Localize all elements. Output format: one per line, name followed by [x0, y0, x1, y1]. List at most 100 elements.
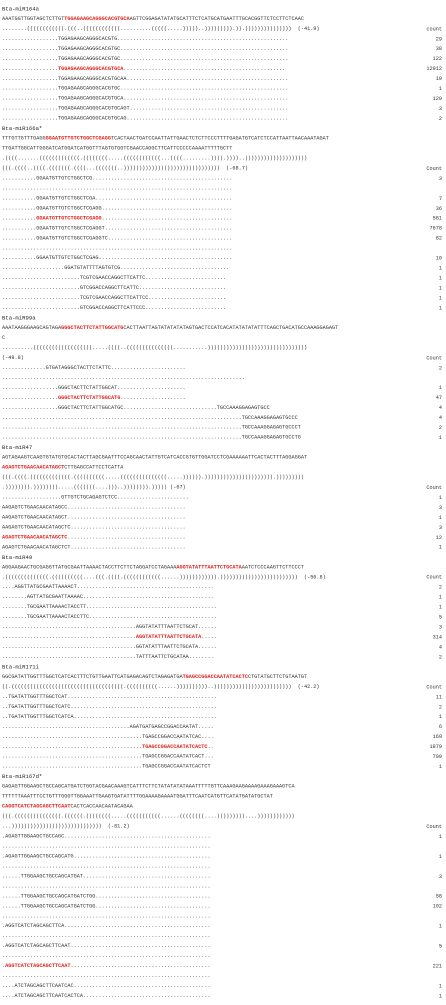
read-count: 58 [436, 894, 442, 900]
sequence-line: ..TGATATTGGTTTGGCTCATC..................… [2, 704, 217, 710]
sequence-part: ..... [201, 634, 217, 640]
sequence-part: ........................................… [2, 744, 142, 750]
sequence-part: ........................................… [2, 914, 211, 920]
mature-sequence: AGAGTCTGAACAACATAGCT [2, 465, 64, 471]
sequence-line: ........................................… [2, 914, 211, 920]
read-count: 314 [433, 634, 442, 640]
sequence-part: AAGAGTCTGAACAACATAGCTC..................… [2, 525, 186, 531]
sequence-line: ...))))))))))))))))))))))))))))) (-81.2) [2, 824, 130, 830]
sequence-part: ........................................… [2, 435, 301, 441]
mirna-name: Bta-miR49 [2, 554, 32, 561]
sequence-part: .. [207, 744, 213, 750]
sequence-part: ........................................… [2, 634, 136, 640]
sequence-line: ........................................… [2, 734, 214, 740]
sequence-line: ........................................… [2, 634, 217, 640]
sequence-line: ........................................… [2, 864, 211, 870]
read-count: 3 [439, 625, 442, 631]
read-count: 1 [439, 276, 442, 282]
sequence-line: GAGAGTTGGAAGCTGCCAGCATGATCTGGTACGAACAAAG… [2, 784, 296, 790]
sequence-line: ..TGATATTGGTTTGGCTCAT...................… [2, 694, 217, 700]
sequence-part: .((((.......(((((((((((((.((((((((.....(… [2, 156, 307, 162]
sequence-line: AAGAGTCTGAACAACATAGCC...................… [2, 505, 186, 511]
sequence-part: AAATGGTTGGTAGCTCTTGT [2, 16, 64, 22]
read-count: 169 [433, 734, 442, 740]
sequence-line: ........................................… [2, 844, 211, 850]
sequence-line: C [2, 335, 5, 341]
read-count: 1 [439, 595, 442, 601]
sequence-line: ........................................… [2, 415, 298, 421]
mirna-name: Bta-miR99a [2, 315, 36, 322]
sequence-part: CTTGAGCCATTCCTCATTA [64, 465, 124, 471]
mature-sequence: AGGTATATTTAATTCTGCATA [176, 565, 242, 571]
sequence-line: .((((((((((((((.((((((((((....(((.((((.(… [2, 575, 326, 581]
mature-sequence: CAGGTCATCTAGCAGCTTCAAT [2, 804, 71, 810]
sequence-part: CTGTATGCTTCTGTAATGT [248, 674, 307, 680]
sequence-line: (((.(((((((((((((((.((((((.((((((((.....… [2, 814, 295, 820]
sequence-line: ....................GGATGTATTTTAGTGTCG..… [2, 266, 229, 272]
sequence-part: ..................TGGAGAAGCAGGGCACGTGC..… [2, 56, 288, 62]
sequence-part: ....AGGTTATGCGAATTAAAACT................… [2, 585, 214, 591]
sequence-part: ......TTGGAAGCTGCCAGCATGATCTGG..........… [2, 894, 211, 900]
read-count: 1 [439, 854, 442, 860]
sequence-part: (-49.8) [2, 355, 95, 361]
sequence-line: ........((((((((((((.(((..((((((((((((..… [2, 26, 320, 32]
sequence-part: .AGGTCATCTAGCAGCTTCA....................… [2, 924, 211, 930]
sequence-line: TTGATTGGCATTGGGATCATGGATCATGGTTTAGTGTGGT… [2, 146, 232, 152]
sequence-part: ...........GGAATGTTGTCTGGCTCGAGG........… [2, 206, 232, 212]
read-count: 1 [439, 515, 442, 521]
sequence-line: ........AGTTATGCGAATTAAAAC..............… [2, 595, 214, 601]
sequence-part: ........................................… [2, 864, 211, 870]
sequence-line: ........................................… [2, 724, 214, 730]
sequence-part: ..................GGGCTACTTCTATTGGCATGC.… [2, 405, 270, 411]
read-count: 4 [439, 644, 442, 650]
sequence-part: ..................GGGCTACTTCTATTGGCAT...… [2, 385, 186, 391]
mature-sequence: TGAGCCGGACCAATATCACTC [142, 744, 207, 750]
sequence-line: ..................GGGCTACTTCTATTGGCATGC.… [2, 405, 270, 411]
read-count: 1 [439, 495, 442, 501]
sequence-line: AGAGTCTGAACAACATAGCTC...................… [2, 535, 186, 541]
sequence-line: ..............GTGATAGGGCTACTTCTATTC.....… [2, 365, 186, 371]
sequence-line: ....ATCTAGCAGCTTCAATCAC.................… [2, 983, 211, 989]
read-count: 102 [433, 904, 442, 910]
sequence-part: ...........GGAATGTTGTCTGGCTCG...........… [2, 176, 232, 182]
read-count: 1 [439, 764, 442, 770]
sequence-line: ..................TGGAGAAGCAGGGCACGTGC..… [2, 56, 288, 62]
sequence-part: ........TGCGAATTAAAACTACCTTC............… [2, 615, 217, 621]
sequence-line: ...........GGAATGTTGTCTGGCTCG...........… [2, 176, 232, 182]
sequence-part: AGTAGAAGTCAAGTGTATGTGCACTACTTAGCGAATTTCC… [2, 455, 307, 461]
mature-sequence: AGAGTCTGAACAACATAGCTC [2, 535, 67, 541]
mature-sequence: TGAGCCGGACCAATATCACTC [183, 674, 248, 680]
sequence-line: ......TTGGAAGCTGCCAGCATGAT..............… [2, 874, 211, 880]
read-count: 6 [439, 724, 442, 730]
sequence-part: ........................................… [2, 625, 217, 631]
sequence-part: AATCTCCCAAGTTCTTCCCT [242, 565, 304, 571]
read-count: 3 [439, 874, 442, 880]
sequence-part: ....................GGATGTATTTTAGTGTCG..… [2, 266, 229, 272]
sequence-line: ........TGCGAATTAAAACTACCTTC............… [2, 615, 217, 621]
sequence-part: .)))))))).)))))))).....(((((((....)))..)… [2, 485, 186, 491]
sequence-part: ........................................… [2, 954, 211, 960]
sequence-line: ...................GTTGTCTGCAGAGTCTCC...… [2, 495, 189, 501]
read-count: 120 [433, 96, 442, 102]
sequence-part: ..TGATATTGGTTTGGCTCATCA.................… [2, 714, 217, 720]
sequence-line: ........................................… [2, 375, 245, 381]
sequence-part: AAATAAGGGAAGCAGTAGA [2, 325, 62, 331]
mature-sequence: GGAATGTTGTCTGGCTCGAGG [46, 136, 111, 142]
sequence-part: ..............GTGATAGGGCTACTTCTATTC.....… [2, 365, 186, 371]
read-count: 1 [439, 295, 442, 301]
sequence-line: .AGAGTTGGAAGCTGCCAGCATG.................… [2, 854, 211, 860]
sequence-line: ......TTGGAAGCTGCCAGCATGATCTGG..........… [2, 894, 211, 900]
sequence-part: ........................................… [2, 734, 214, 740]
sequence-line: ......TTGGAAGCTGCCAGCATGATCTGG..........… [2, 904, 211, 910]
read-count: 36 [436, 206, 442, 212]
sequence-line: ....AGGTTATGCGAATTAAAACT................… [2, 585, 214, 591]
sequence-part: ........................................… [2, 246, 232, 252]
read-count: 1 [439, 385, 442, 391]
sequence-line: ........................................… [2, 435, 301, 441]
sequence-line: ..................TGGAGAAGCAGGGCACGTGC..… [2, 46, 288, 52]
sequence-line: AGAGTCTGAACAACATAGCTCT..................… [2, 545, 186, 551]
sequence-line: ........................................… [2, 973, 211, 979]
sequence-part: ....ATCTAGCAGCTTCAATCACTCA..............… [2, 993, 211, 999]
mirna-name: Bta-miR166a* [2, 125, 42, 132]
